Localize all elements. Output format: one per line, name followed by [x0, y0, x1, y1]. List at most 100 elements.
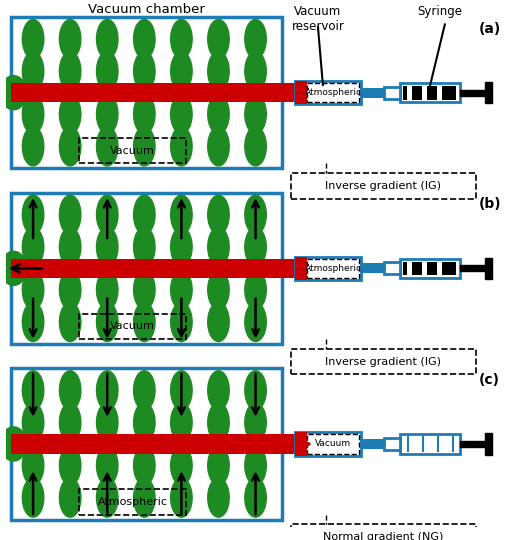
- Ellipse shape: [59, 371, 81, 410]
- Ellipse shape: [171, 271, 192, 309]
- Ellipse shape: [134, 52, 155, 91]
- Ellipse shape: [1, 251, 27, 286]
- Bar: [307, 259, 359, 278]
- Ellipse shape: [134, 403, 155, 442]
- Bar: [79, 489, 186, 515]
- Ellipse shape: [134, 195, 155, 234]
- Ellipse shape: [97, 127, 118, 166]
- Bar: [11, 259, 308, 278]
- Ellipse shape: [245, 195, 266, 234]
- Ellipse shape: [171, 478, 192, 517]
- Bar: [295, 81, 361, 104]
- Ellipse shape: [134, 271, 155, 309]
- Bar: [307, 434, 359, 454]
- Ellipse shape: [59, 403, 81, 442]
- Text: Atmospheric: Atmospheric: [305, 264, 362, 273]
- Ellipse shape: [171, 446, 192, 485]
- Bar: [437, 261, 441, 275]
- Bar: [407, 86, 411, 99]
- Ellipse shape: [22, 271, 44, 309]
- Bar: [11, 368, 282, 519]
- Text: Vacuum: Vacuum: [110, 321, 155, 332]
- Bar: [291, 349, 476, 374]
- Ellipse shape: [134, 94, 155, 134]
- Bar: [385, 438, 400, 450]
- Ellipse shape: [59, 446, 81, 485]
- Ellipse shape: [208, 195, 229, 234]
- Ellipse shape: [208, 446, 229, 485]
- Ellipse shape: [22, 94, 44, 134]
- Ellipse shape: [59, 52, 81, 91]
- Ellipse shape: [59, 127, 81, 166]
- Text: Vacuum: Vacuum: [315, 440, 351, 449]
- Text: Inverse gradient (IG): Inverse gradient (IG): [326, 356, 441, 367]
- Ellipse shape: [22, 227, 44, 266]
- Ellipse shape: [22, 403, 44, 442]
- Ellipse shape: [59, 227, 81, 266]
- Ellipse shape: [208, 478, 229, 517]
- Bar: [485, 433, 492, 455]
- Ellipse shape: [208, 371, 229, 410]
- Ellipse shape: [97, 94, 118, 134]
- Ellipse shape: [134, 127, 155, 166]
- Bar: [295, 256, 307, 280]
- Ellipse shape: [208, 227, 229, 266]
- Bar: [403, 86, 456, 99]
- Ellipse shape: [22, 19, 44, 58]
- Bar: [291, 173, 476, 199]
- Ellipse shape: [208, 403, 229, 442]
- Ellipse shape: [208, 127, 229, 166]
- Bar: [291, 524, 476, 540]
- Ellipse shape: [245, 271, 266, 309]
- Ellipse shape: [97, 478, 118, 517]
- Ellipse shape: [171, 227, 192, 266]
- Ellipse shape: [97, 19, 118, 58]
- Bar: [422, 86, 427, 99]
- Bar: [361, 439, 385, 449]
- Text: Vacuum
reservoir: Vacuum reservoir: [292, 5, 344, 33]
- Ellipse shape: [171, 52, 192, 91]
- Bar: [437, 86, 441, 99]
- Ellipse shape: [171, 127, 192, 166]
- Ellipse shape: [208, 52, 229, 91]
- Ellipse shape: [97, 195, 118, 234]
- Bar: [403, 261, 456, 275]
- Text: (b): (b): [479, 198, 501, 212]
- Bar: [295, 432, 361, 456]
- Bar: [11, 83, 308, 103]
- Ellipse shape: [245, 371, 266, 410]
- Ellipse shape: [97, 52, 118, 91]
- Bar: [295, 432, 307, 456]
- Ellipse shape: [59, 302, 81, 341]
- Bar: [11, 434, 308, 454]
- Ellipse shape: [1, 76, 27, 110]
- Bar: [295, 256, 361, 280]
- Ellipse shape: [245, 227, 266, 266]
- Ellipse shape: [22, 127, 44, 166]
- Ellipse shape: [208, 94, 229, 134]
- Ellipse shape: [171, 302, 192, 341]
- Text: Atmospheric: Atmospheric: [305, 88, 362, 97]
- Ellipse shape: [134, 302, 155, 341]
- Text: Syringe: Syringe: [418, 5, 462, 18]
- Ellipse shape: [134, 227, 155, 266]
- Ellipse shape: [22, 371, 44, 410]
- Bar: [79, 138, 186, 164]
- Ellipse shape: [208, 271, 229, 309]
- Ellipse shape: [134, 19, 155, 58]
- Text: Vacuum chamber: Vacuum chamber: [88, 3, 205, 16]
- Bar: [460, 265, 485, 271]
- Ellipse shape: [245, 94, 266, 134]
- Bar: [422, 261, 427, 275]
- Ellipse shape: [171, 94, 192, 134]
- Bar: [460, 441, 485, 447]
- Ellipse shape: [171, 403, 192, 442]
- Bar: [307, 83, 359, 103]
- Ellipse shape: [1, 427, 27, 461]
- Bar: [400, 259, 460, 278]
- Bar: [295, 81, 307, 104]
- Ellipse shape: [245, 302, 266, 341]
- Text: Atmospheric: Atmospheric: [98, 497, 168, 507]
- Ellipse shape: [97, 371, 118, 410]
- Bar: [11, 17, 282, 168]
